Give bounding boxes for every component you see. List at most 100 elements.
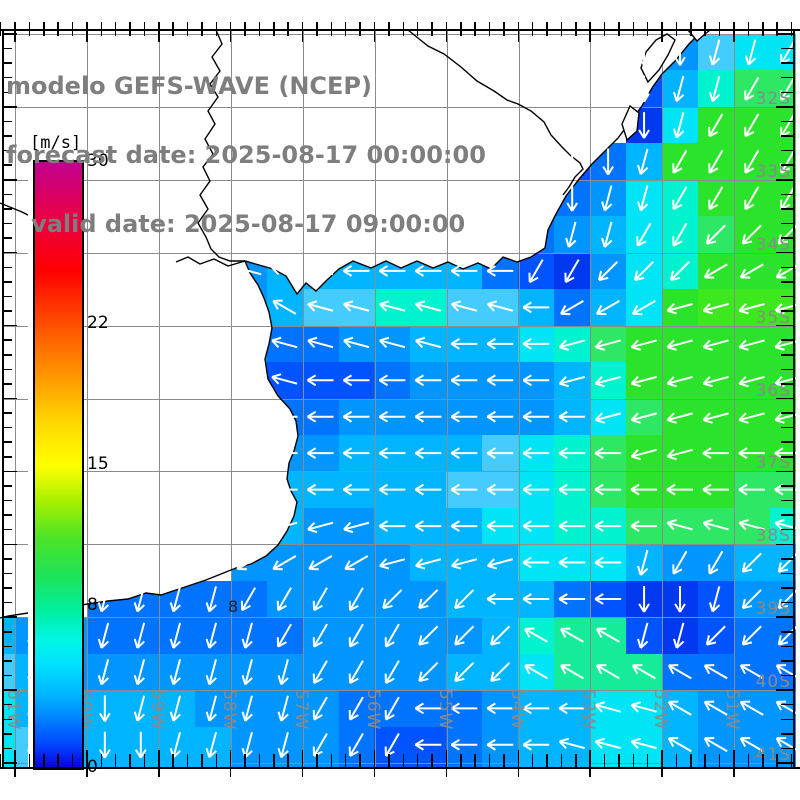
wind-arrow: [307, 410, 334, 423]
wind-arrow: [271, 483, 298, 496]
tick-mark: [4, 456, 12, 458]
wind-arrow: [673, 622, 685, 649]
tick-mark: [4, 149, 12, 152]
wind-arrow: [415, 336, 442, 349]
wind-arrow: [601, 221, 613, 248]
wind-arrow: [703, 737, 728, 753]
tick-mark: [781, 485, 793, 487]
tick-mark: [781, 528, 793, 531]
tick-mark: [4, 543, 17, 546]
tick-mark: [661, 750, 663, 777]
wind-arrow: [415, 300, 442, 312]
tick-mark: [344, 754, 347, 768]
wind-arrow: [133, 659, 146, 686]
tick-mark: [781, 295, 793, 298]
wind-arrow: [637, 549, 649, 576]
wind-arrow: [636, 222, 652, 247]
field-cell: [769, 70, 796, 108]
wind-arrow: [272, 555, 297, 571]
wind-arrow: [348, 696, 364, 721]
wind-arrow: [674, 39, 686, 66]
wind-arrow: [241, 695, 253, 722]
tick-mark: [4, 208, 12, 210]
wind-arrow: [522, 374, 550, 387]
field-cell: [769, 617, 796, 655]
field-cell: [662, 763, 699, 769]
lagoon: [621, 104, 640, 142]
field-cell: [769, 34, 796, 71]
tick-mark: [4, 179, 17, 181]
tick-mark: [646, 754, 649, 768]
field-cell: [769, 179, 796, 217]
wind-arrow: [522, 338, 550, 350]
gridline-horizontal: [3, 544, 794, 545]
tick-mark: [4, 703, 12, 706]
wind-arrow: [133, 586, 146, 613]
tick-mark: [781, 426, 793, 429]
tick-mark: [675, 754, 678, 768]
tick-mark: [790, 754, 793, 768]
tick-mark: [344, 22, 347, 36]
wind-arrow: [486, 300, 514, 312]
tick-mark: [114, 22, 117, 36]
wind-arrow: [378, 374, 406, 387]
tick-mark: [4, 237, 12, 239]
wind-arrow: [169, 586, 182, 613]
tick-mark: [546, 754, 548, 768]
wind-arrow: [744, 113, 760, 138]
field-cell: [554, 763, 591, 769]
tick-mark: [781, 747, 793, 750]
wind-arrow: [738, 447, 765, 459]
field-cell: [338, 763, 375, 769]
tick-mark: [402, 754, 404, 768]
wind-arrow: [342, 374, 370, 387]
tick-mark: [330, 22, 333, 36]
wind-arrow: [307, 483, 334, 496]
wind-arrow: [630, 339, 657, 351]
forecast-date: forecast date: 2025-08-17 00:00:00: [6, 141, 486, 169]
tick-mark: [143, 22, 146, 36]
wind-arrow: [378, 483, 406, 496]
wind-arrow: [744, 39, 757, 66]
tick-mark: [781, 62, 793, 64]
tick-mark: [4, 674, 12, 677]
wind-arrow: [134, 731, 147, 759]
tick-mark: [0, 754, 2, 768]
valid-date: valid date: 2025-08-17 09:00:00: [6, 210, 466, 238]
wind-arrow: [235, 409, 262, 422]
contour-label: 8: [228, 597, 239, 616]
field-cell: [86, 763, 124, 769]
wind-arrow: [348, 660, 364, 685]
field-cell: [3, 763, 16, 769]
tick-mark: [781, 514, 793, 516]
tick-mark: [488, 754, 491, 768]
wind-arrow: [348, 733, 364, 757]
wind-arrow: [738, 519, 765, 531]
tick-mark: [603, 754, 606, 768]
tick-mark: [690, 754, 692, 768]
field-cell: [446, 763, 483, 769]
wind-arrow: [560, 627, 584, 643]
tick-mark: [517, 750, 520, 777]
tick-mark: [776, 33, 793, 35]
wind-arrow: [307, 263, 334, 276]
wind-arrow: [342, 447, 370, 459]
wind-arrow: [271, 263, 298, 276]
tick-mark: [776, 470, 793, 473]
tick-mark: [301, 22, 304, 42]
tick-mark: [781, 47, 793, 50]
title-block: modelo GEFS-WAVE (NCEP) forecast date: 2…: [6, 29, 486, 282]
wind-arrow: [739, 664, 764, 680]
tick-mark: [747, 22, 750, 36]
tick-mark: [4, 47, 12, 50]
wind-arrow: [307, 300, 334, 312]
colorbar-gradient: [33, 160, 84, 770]
tick-mark: [416, 754, 419, 768]
wind-arrow: [630, 448, 657, 461]
wind-arrow: [379, 336, 406, 349]
wind-arrow: [450, 410, 478, 423]
tick-mark: [776, 754, 778, 768]
gridline-horizontal: [3, 107, 794, 108]
tick-mark: [4, 412, 12, 414]
tick-mark: [373, 750, 376, 777]
